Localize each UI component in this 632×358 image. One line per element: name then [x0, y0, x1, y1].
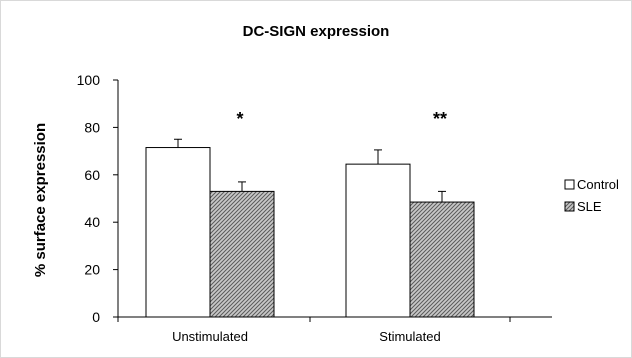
bar-sle-stimulated	[409, 201, 475, 318]
bar-control-unstimulated	[145, 147, 211, 318]
y-tick-label: 60	[84, 167, 100, 183]
legend-swatch-sle	[564, 201, 575, 212]
legend-label-control: Control	[577, 177, 619, 192]
plot-area: 0 20 40 60 80 100 * Unstimulated ** Stimulated	[77, 72, 552, 344]
y-tick-label: 80	[84, 119, 100, 135]
x-category-label: Stimulated	[379, 329, 440, 344]
bar-control-stimulated	[345, 163, 411, 318]
x-category-label: Unstimulated	[172, 329, 248, 344]
legend-swatch-control	[564, 179, 575, 190]
y-axis-label: % surface expression	[32, 123, 49, 277]
significance-marker: **	[433, 109, 447, 129]
legend-label-sle: SLE	[577, 199, 602, 214]
y-tick-label: 0	[92, 309, 100, 325]
y-tick-label: 40	[84, 214, 100, 230]
chart-title: DC-SIGN expression	[243, 23, 390, 40]
significance-marker: *	[236, 109, 243, 129]
y-tick-label: 20	[84, 262, 100, 278]
legend: Control SLE	[564, 177, 619, 214]
y-tick-label: 100	[77, 72, 101, 88]
bar-sle-unstimulated	[209, 190, 275, 318]
